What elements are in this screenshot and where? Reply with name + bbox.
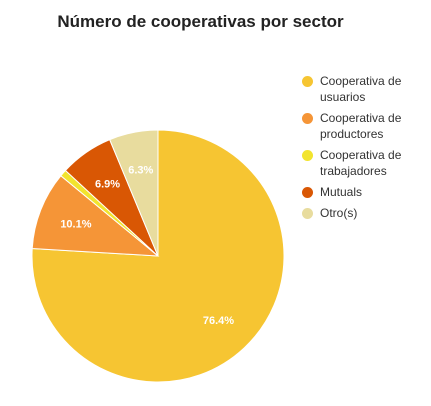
slice-label-2: 10.1% — [60, 219, 91, 231]
legend-label: Mutuals — [320, 185, 363, 199]
pie-slice-2[interactable] — [31, 175, 160, 257]
legend-swatch — [302, 150, 313, 161]
legend-label: Otro(s) — [320, 206, 358, 220]
legend-swatch — [302, 76, 313, 87]
slice-label-5: 6.3% — [128, 165, 153, 177]
legend-item-4[interactable]: Mutuals — [300, 184, 425, 200]
legend-swatch — [302, 187, 313, 198]
pie-slice-1[interactable] — [31, 129, 285, 383]
legend-label: Cooperativa de productores — [320, 111, 402, 141]
legend-swatch — [302, 113, 313, 124]
legend-label: Cooperativa de trabajadores — [320, 148, 402, 178]
legend-item-2[interactable]: Cooperativa de productores — [300, 110, 425, 142]
legend-item-3[interactable]: Cooperativa de trabajadores — [300, 147, 425, 179]
slice-label-4: 6.9% — [95, 179, 120, 191]
legend-item-1[interactable]: Cooperativa de usuarios — [300, 73, 425, 105]
legend-swatch — [302, 208, 313, 219]
legend-item-5[interactable]: Otro(s) — [300, 205, 425, 221]
pie-slice-5[interactable] — [109, 129, 159, 257]
chart-title: Número de cooperativas por sector — [57, 12, 344, 31]
slice-label-1: 76.4% — [203, 315, 234, 327]
chart-legend: Cooperativa de usuarios Cooperativa de pr… — [300, 73, 425, 226]
legend-label: Cooperativa de usuarios — [320, 74, 402, 104]
